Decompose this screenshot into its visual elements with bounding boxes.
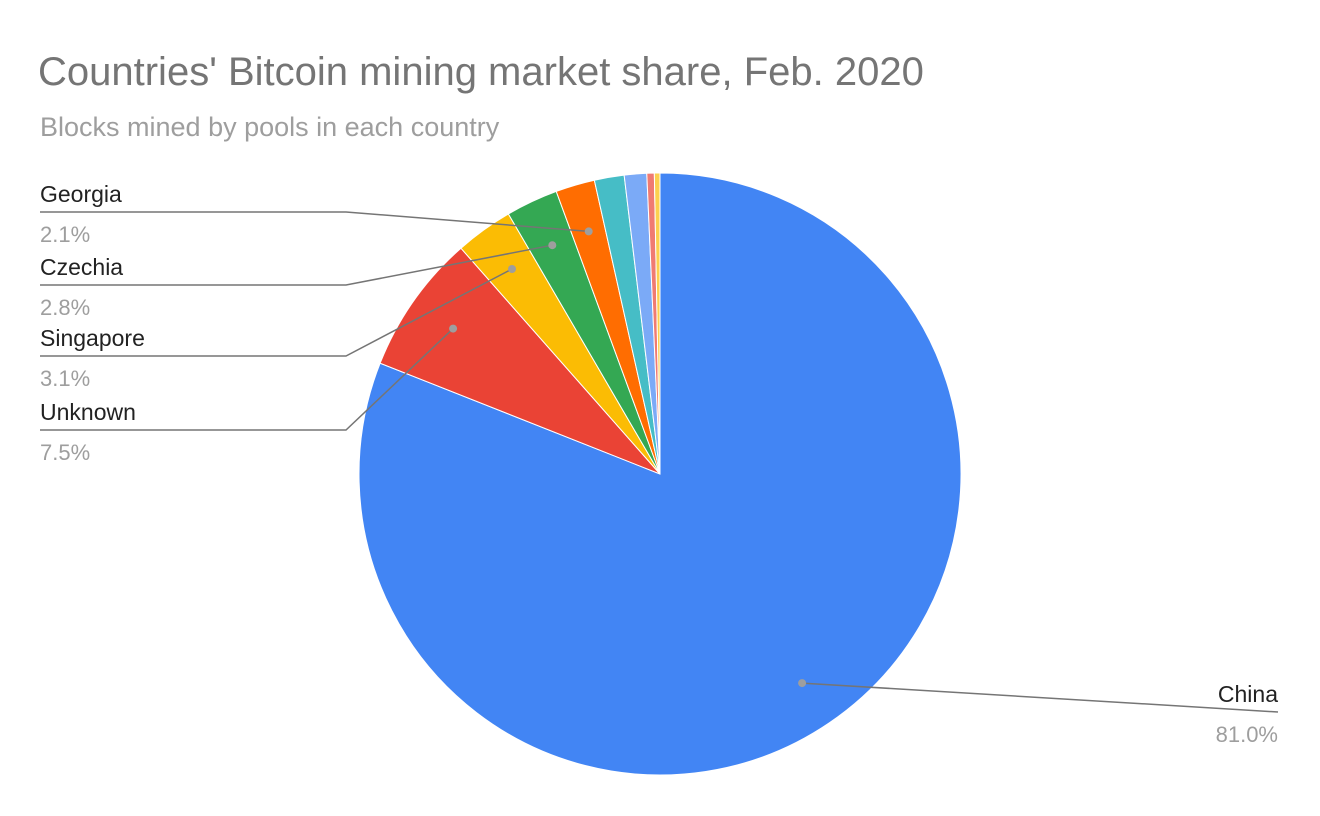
- pie-slices: [358, 172, 962, 776]
- slice-value-czechia: 2.8%: [40, 295, 90, 320]
- pie-slice-china: [358, 172, 962, 776]
- leader-line-unknown: [40, 328, 454, 431]
- leader-line-czechia: [40, 244, 553, 286]
- slice-label-china: China: [1218, 681, 1278, 707]
- slice-label-unknown: Unknown: [40, 399, 136, 425]
- leader-dot-singapore: [508, 265, 516, 273]
- slice-label-georgia: Georgia: [40, 181, 122, 207]
- leader-dot-china: [798, 679, 807, 688]
- leader-dot-georgia: [584, 227, 593, 236]
- slice-value-unknown: 7.5%: [40, 440, 90, 465]
- leader-dot-unknown: [449, 324, 458, 333]
- leader-dot-czechia: [548, 241, 557, 250]
- slice-value-singapore: 3.1%: [40, 366, 90, 391]
- leader-line-china: [802, 682, 1279, 713]
- slice-labels: China 81.0% Unknown 7.5% Singapore 3.1% Czechi…: [40, 181, 1278, 747]
- chart-title: Countries' Bitcoin mining market share, …: [38, 50, 924, 94]
- slice-label-czechia: Czechia: [40, 254, 123, 280]
- leader-line-georgia: [40, 211, 589, 233]
- slice-value-china: 81.0%: [1216, 722, 1278, 747]
- pie-slice-unknown: [379, 247, 661, 475]
- leader-lines: [40, 211, 1279, 713]
- slice-value-georgia: 2.1%: [40, 222, 90, 247]
- slice-label-singapore: Singapore: [40, 325, 145, 351]
- chart-subtitle: Blocks mined by pools in each country: [40, 112, 500, 142]
- pie-slice-8: [653, 172, 661, 475]
- leader-line-singapore: [40, 268, 513, 357]
